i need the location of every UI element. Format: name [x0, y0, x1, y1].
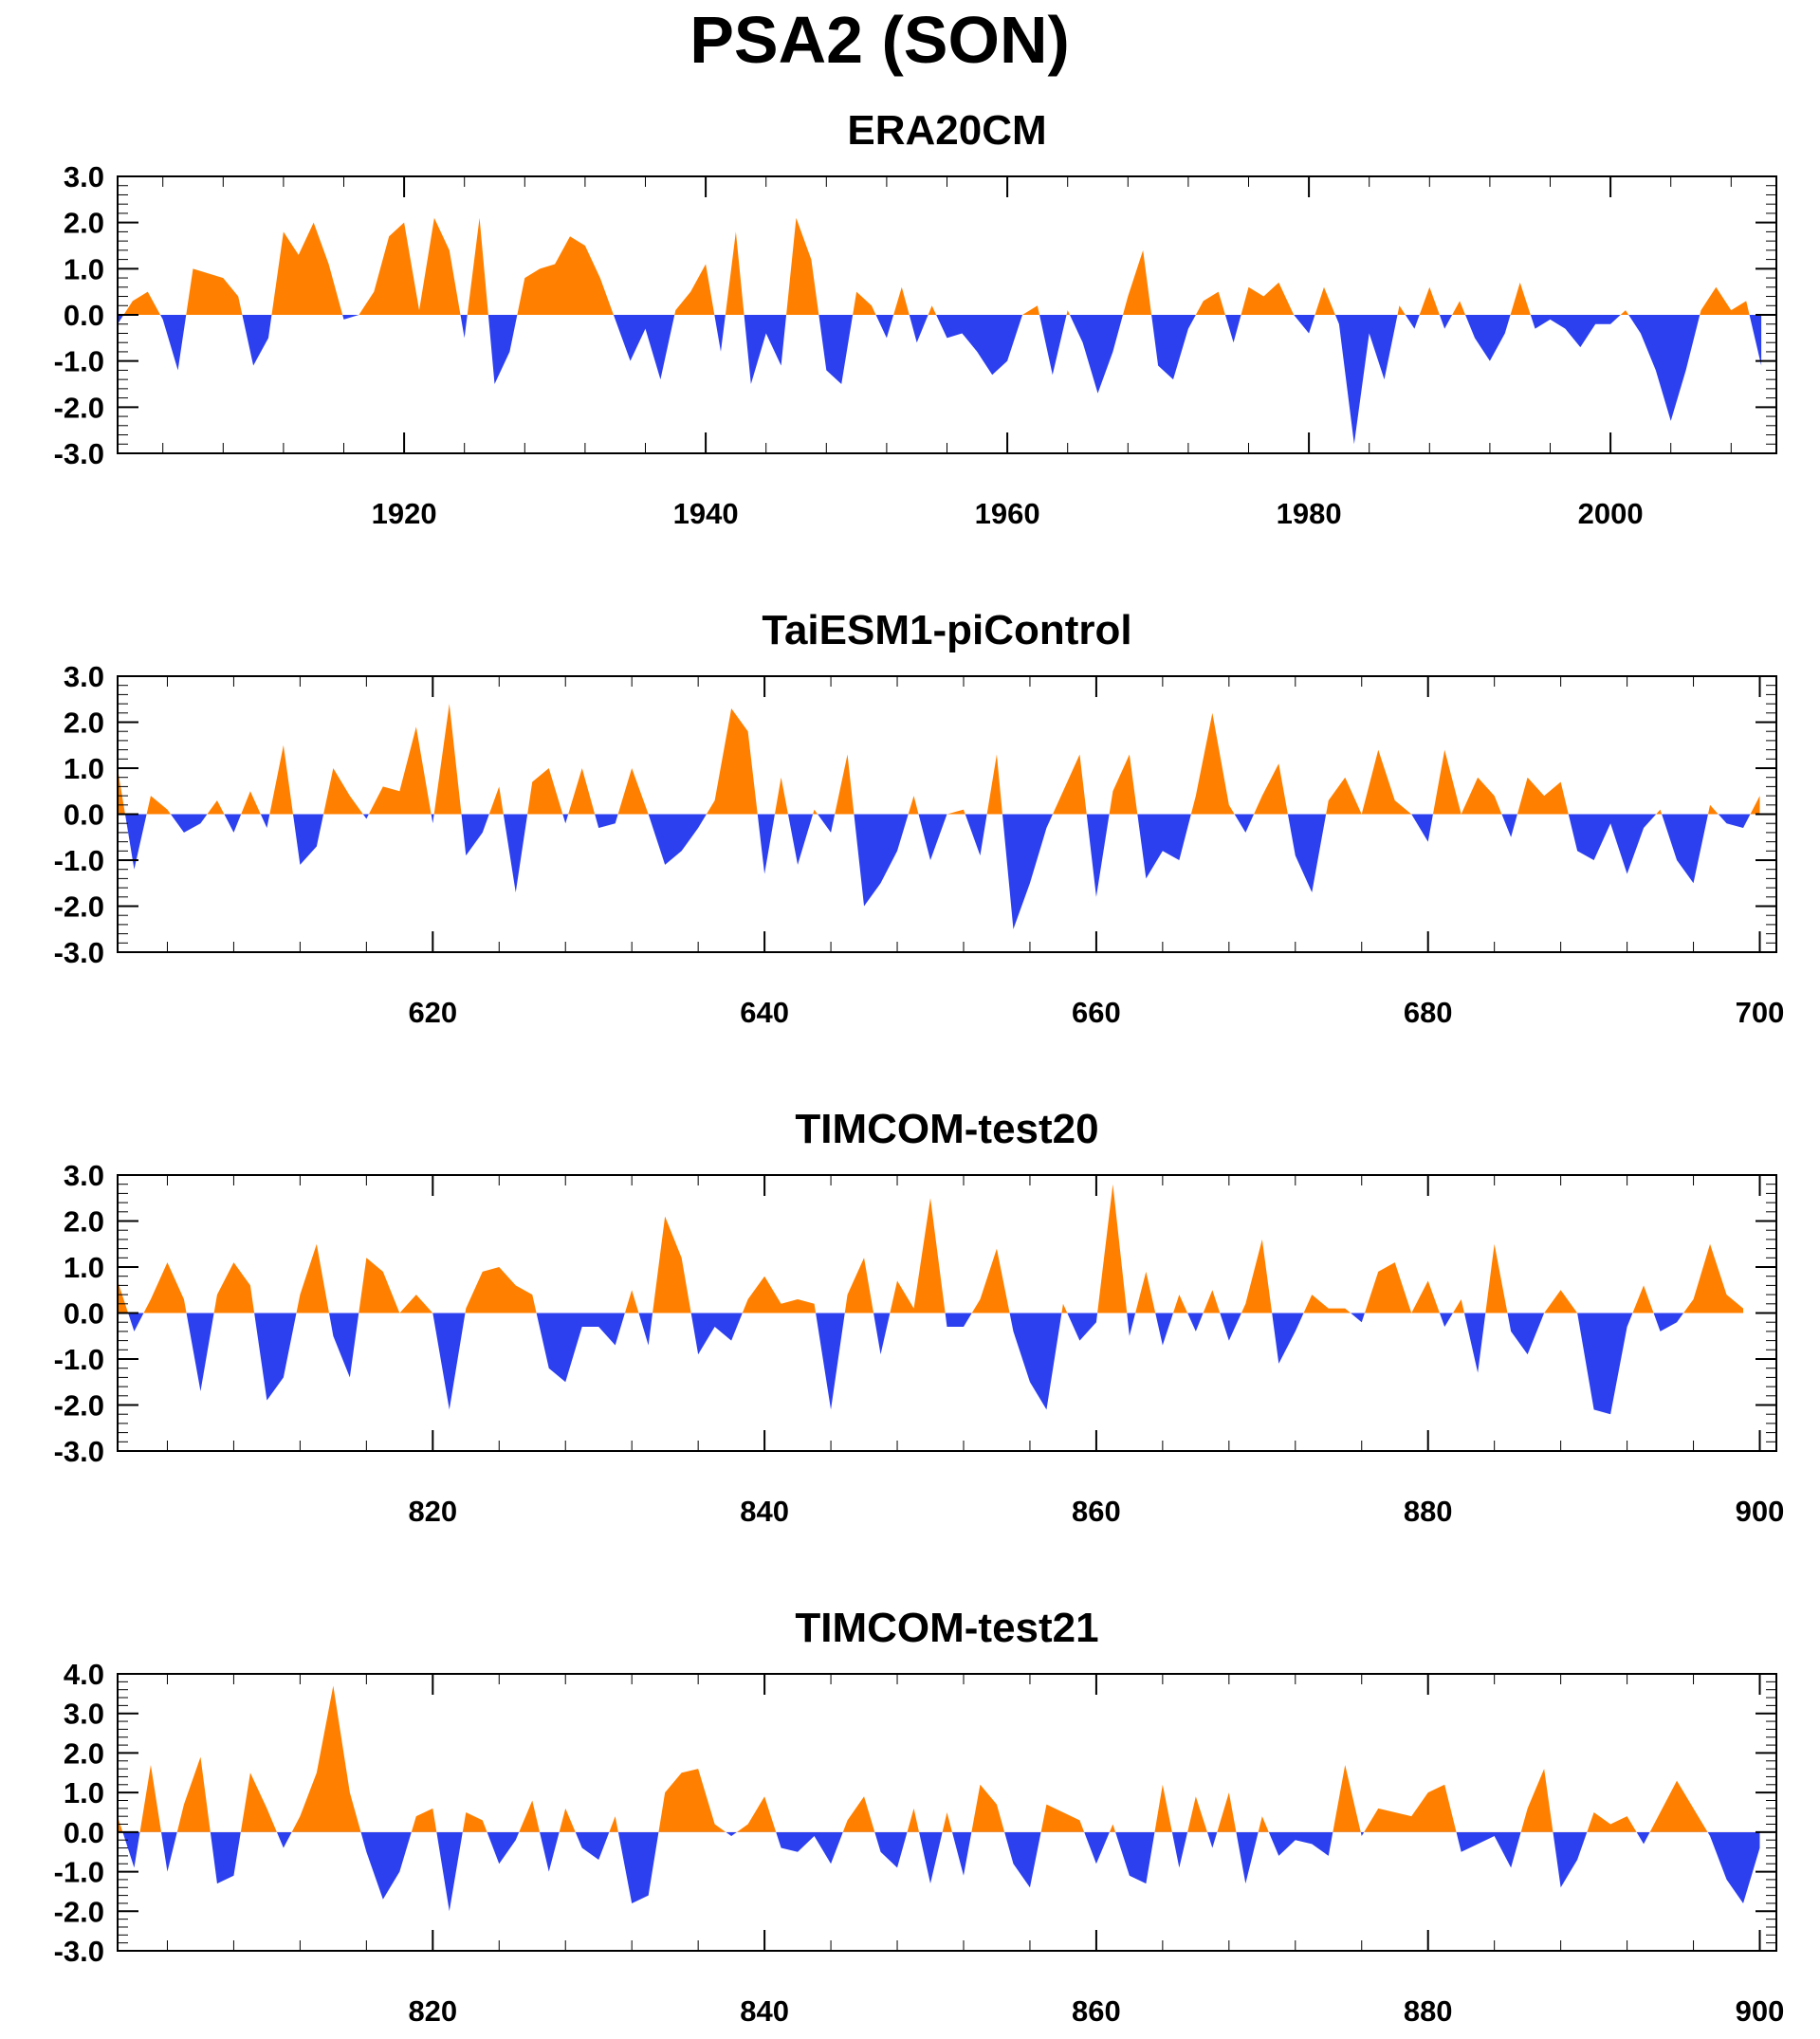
y-tick-label: 3.0: [64, 660, 104, 693]
x-tick-label: 1960: [975, 497, 1040, 530]
x-tick-label: 900: [1736, 1994, 1785, 2028]
y-tick-label: -1.0: [54, 1856, 104, 1889]
y-tick-label: -2.0: [54, 1895, 104, 1928]
series-positive-area: [118, 1685, 1708, 1832]
series-positive-area: [118, 704, 1760, 815]
series-negative-area: [118, 1831, 1760, 1912]
y-tick-label: -3.0: [54, 437, 104, 470]
y-tick-label: 1.0: [64, 752, 104, 785]
x-tick-label: 640: [740, 996, 789, 1029]
y-tick-label: -1.0: [54, 1343, 104, 1376]
y-tick-label: 4.0: [64, 1658, 104, 1691]
series-positive-area: [118, 217, 1762, 315]
chart-title: TaiESM1-piControl: [762, 607, 1131, 653]
y-tick-label: 1.0: [64, 252, 104, 285]
x-tick-label: 860: [1072, 1994, 1121, 2028]
series-negative-area: [118, 1313, 1744, 1415]
y-tick-label: 0.0: [64, 799, 104, 832]
x-tick-label: 1940: [673, 497, 739, 530]
y-tick-label: -3.0: [54, 936, 104, 969]
series-negative-area: [118, 315, 1762, 445]
y-tick-label: 0.0: [64, 1816, 104, 1849]
y-tick-label: 1.0: [64, 1776, 104, 1809]
y-tick-label: 2.0: [64, 1736, 104, 1770]
chart-2: TIMCOM-test20 3.0 2.0 1.0 0.0 -1.0 -2.0 -3.0 820…: [54, 1106, 1785, 1528]
x-tick-label: 820: [408, 1994, 457, 2028]
x-tick-label: 700: [1736, 996, 1785, 1029]
x-tick-label: 860: [1072, 1495, 1121, 1528]
chart-title: TIMCOM-test20: [795, 1106, 1098, 1152]
y-tick-label: -3.0: [54, 1935, 104, 1968]
y-tick-label: -2.0: [54, 891, 104, 924]
plot-frame: [117, 1673, 1777, 1952]
y-tick-label: 3.0: [64, 1159, 104, 1192]
chart-0: ERA20CM 3.0 2.0 1.0 0.0 -1.0 -2.0 -3.0 1920 1940 1…: [54, 107, 1777, 530]
y-tick-label: 2.0: [64, 1205, 104, 1239]
main-title: PSA2 (SON): [689, 3, 1070, 77]
y-tick-label: -1.0: [54, 345, 104, 378]
x-tick-label: 1920: [372, 497, 437, 530]
chart-title: TIMCOM-test21: [795, 1605, 1098, 1651]
y-tick-label: -2.0: [54, 391, 104, 424]
x-tick-label: 900: [1736, 1495, 1785, 1528]
chart-1: TaiESM1-piControl 3.0 2.0 1.0 0.0 -1.0 -2.0 -3.…: [54, 607, 1785, 1029]
series-negative-area: [118, 814, 1760, 929]
x-tick-label: 880: [1404, 1495, 1453, 1528]
y-tick-label: 2.0: [64, 707, 104, 740]
y-tick-label: 3.0: [64, 160, 104, 193]
x-tick-label: 840: [740, 1495, 789, 1528]
x-tick-label: 620: [408, 996, 457, 1029]
y-tick-label: 2.0: [64, 207, 104, 240]
x-tick-label: 660: [1072, 996, 1121, 1029]
y-tick-label: 1.0: [64, 1251, 104, 1284]
x-tick-label: 2000: [1578, 497, 1644, 530]
chart-3: TIMCOM-test21 4.0 3.0 2.0 1.0 0.0 -1.0 -2.0 -3.0…: [54, 1605, 1785, 2028]
y-tick-label: 0.0: [64, 1297, 104, 1331]
x-tick-label: 840: [740, 1994, 789, 2028]
chart-title: ERA20CM: [847, 107, 1046, 154]
y-tick-label: 0.0: [64, 299, 104, 332]
y-tick-label: -1.0: [54, 844, 104, 877]
x-tick-label: 1980: [1277, 497, 1342, 530]
x-tick-label: 880: [1404, 1994, 1453, 2028]
y-tick-label: -3.0: [54, 1435, 104, 1468]
y-tick-label: 3.0: [64, 1698, 104, 1731]
y-tick-label: -2.0: [54, 1389, 104, 1423]
series-positive-area: [118, 1184, 1744, 1313]
x-tick-label: 680: [1404, 996, 1453, 1029]
x-tick-label: 820: [408, 1495, 457, 1528]
